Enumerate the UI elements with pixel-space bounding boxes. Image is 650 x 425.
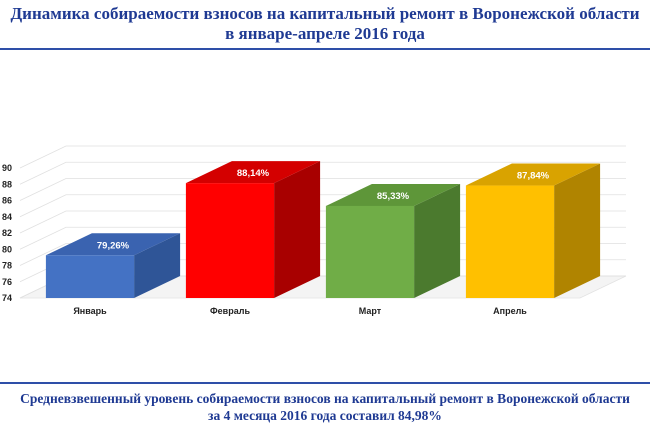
- bar-front: [325, 205, 415, 298]
- bar-chart: 74 76 78 80 82 84 86 88 90 79,26% 88,14% 85,33% 87,…: [2, 145, 627, 316]
- bar-side: [414, 183, 461, 298]
- y-tick-label: 78: [2, 261, 12, 271]
- chart-title: Динамика собираемости взносов на капитал…: [0, 4, 650, 44]
- y-tick-label: 86: [2, 196, 12, 206]
- bar-side: [554, 163, 601, 298]
- bar-top: [465, 163, 601, 186]
- data-label: 88,14%: [237, 168, 270, 179]
- y-axis-ticks: 74 76 78 80 82 84 86 88 90: [2, 163, 12, 303]
- footer-note: Средневзвешенный уровень собираемости вз…: [0, 390, 650, 424]
- bar-front: [45, 255, 135, 298]
- bar-1: 79,26%: [45, 233, 181, 298]
- y-tick-label: 74: [2, 293, 12, 303]
- bar-front: [185, 183, 275, 298]
- y-tick-label: 84: [2, 212, 12, 222]
- bar-2: 88,14%: [185, 161, 321, 298]
- bar-side: [134, 233, 181, 298]
- bar-top: [185, 161, 321, 184]
- bar-3: 85,33%: [325, 183, 461, 298]
- bars: 79,26% 88,14% 85,33% 87,84%: [45, 161, 601, 298]
- data-label: 85,33%: [377, 191, 410, 202]
- category-label: Апрель: [493, 306, 527, 316]
- footer-line-2: за 4 месяца 2016 года составил 84,98%: [208, 408, 442, 423]
- y-tick-label: 76: [2, 277, 12, 287]
- bar-4: 87,84%: [465, 163, 601, 298]
- top-divider: [0, 48, 650, 50]
- footer-line-1: Средневзвешенный уровень собираемости вз…: [20, 391, 630, 406]
- bar-top: [325, 183, 461, 206]
- category-label: Февраль: [210, 306, 250, 316]
- title-line-1: Динамика собираемости взносов на капитал…: [10, 4, 640, 23]
- title-line-2: в январе-апреле 2016 года: [225, 24, 425, 43]
- bottom-divider: [0, 382, 650, 384]
- bar-top: [45, 233, 181, 256]
- gridline: [19, 145, 626, 169]
- y-tick-label: 80: [2, 244, 12, 254]
- y-tick-label: 90: [2, 163, 12, 173]
- category-label: Январь: [73, 306, 107, 316]
- y-tick-label: 88: [2, 179, 12, 189]
- bar-side: [274, 161, 321, 298]
- data-label: 87,84%: [517, 171, 550, 182]
- y-tick-label: 82: [2, 228, 12, 238]
- category-label: Март: [359, 306, 382, 316]
- data-label: 79,26%: [97, 240, 130, 251]
- bar-front: [465, 185, 555, 298]
- gridline: [19, 161, 626, 185]
- gridline: [19, 178, 626, 201]
- category-labels: Январь Февраль Март Апрель: [73, 306, 527, 316]
